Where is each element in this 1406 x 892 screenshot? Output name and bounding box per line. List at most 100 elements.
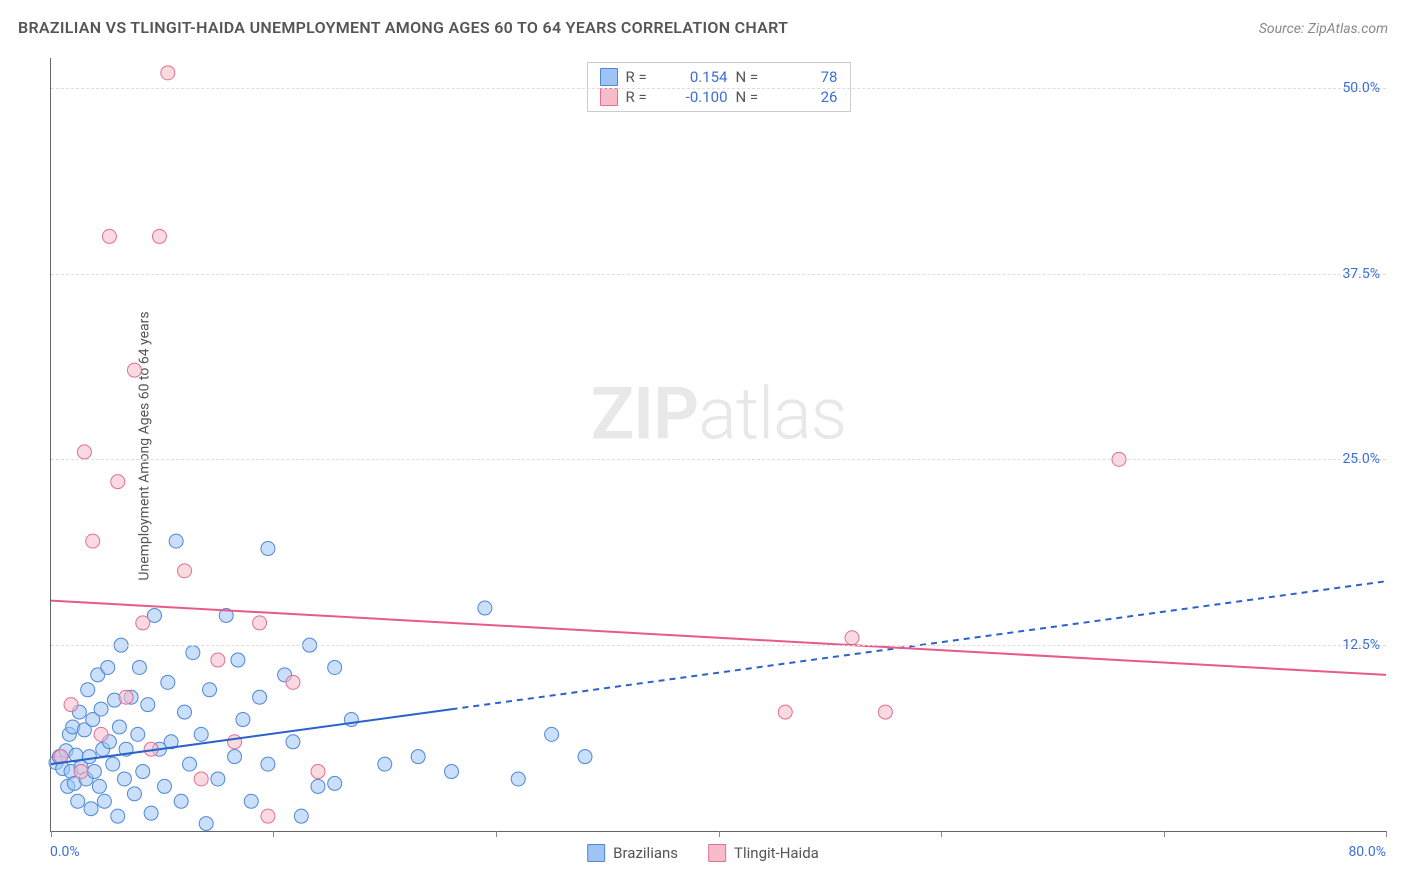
data-point	[211, 772, 225, 786]
trend-line	[51, 601, 1386, 675]
data-point	[161, 66, 175, 80]
data-point	[194, 772, 208, 786]
data-point	[328, 660, 342, 674]
legend-row-tlingit: R = -0.100 N = 26	[600, 87, 838, 107]
data-point	[286, 675, 300, 689]
data-point	[261, 757, 275, 771]
x-tick	[719, 831, 720, 837]
chart-title: BRAZILIAN VS TLINGIT-HAIDA UNEMPLOYMENT …	[18, 18, 788, 37]
data-point	[136, 616, 150, 630]
data-point	[228, 750, 242, 764]
data-point	[878, 705, 892, 719]
data-point	[102, 229, 116, 243]
n-label: N =	[736, 68, 770, 86]
swatch-tlingit	[600, 88, 618, 106]
data-point	[328, 776, 342, 790]
data-point	[81, 683, 95, 697]
data-point	[311, 779, 325, 793]
data-point	[174, 794, 188, 808]
n-label: N =	[736, 88, 770, 106]
x-min-label: 0.0%	[50, 844, 80, 860]
data-point	[294, 809, 308, 823]
legend-label-tlingit: Tlingit-Haida	[734, 844, 819, 862]
x-tick	[273, 831, 274, 837]
gridline	[51, 88, 1386, 89]
data-point	[183, 757, 197, 771]
data-point	[92, 779, 106, 793]
swatch-tlingit	[708, 844, 726, 862]
data-point	[545, 727, 559, 741]
data-point	[178, 564, 192, 578]
data-point	[132, 660, 146, 674]
legend-row-brazilians: R = 0.154 N = 78	[600, 67, 838, 87]
x-max-label: 80.0%	[1348, 844, 1386, 860]
data-point	[127, 787, 141, 801]
chart-svg	[51, 58, 1386, 831]
x-tick	[51, 831, 52, 837]
data-point	[253, 690, 267, 704]
data-point	[97, 794, 111, 808]
data-point	[161, 675, 175, 689]
data-point	[87, 765, 101, 779]
r-label: R =	[626, 68, 660, 86]
data-point	[136, 765, 150, 779]
y-tick-label: 37.5%	[1342, 266, 1380, 282]
data-point	[211, 653, 225, 667]
data-point	[253, 616, 267, 630]
r-value-brazilians: 0.154	[668, 68, 728, 86]
data-point	[82, 750, 96, 764]
data-point	[244, 794, 258, 808]
data-point	[199, 817, 213, 831]
gridline	[51, 645, 1386, 646]
data-point	[157, 779, 171, 793]
x-tick	[1386, 831, 1387, 837]
legend-item-tlingit: Tlingit-Haida	[708, 844, 819, 862]
data-point	[77, 445, 91, 459]
data-point	[578, 750, 592, 764]
data-point	[119, 690, 133, 704]
r-label: R =	[626, 88, 660, 106]
r-value-tlingit: -0.100	[668, 88, 728, 106]
data-point	[286, 735, 300, 749]
data-point	[117, 772, 131, 786]
data-point	[64, 698, 78, 712]
data-point	[178, 705, 192, 719]
data-point	[203, 683, 217, 697]
data-point	[71, 794, 85, 808]
data-point	[378, 757, 392, 771]
data-point	[84, 802, 98, 816]
data-point	[169, 534, 183, 548]
y-tick-label: 12.5%	[1342, 637, 1380, 653]
x-tick	[1164, 831, 1165, 837]
data-point	[186, 646, 200, 660]
data-point	[478, 601, 492, 615]
n-value-tlingit: 26	[778, 88, 838, 106]
data-point	[511, 772, 525, 786]
data-point	[86, 534, 100, 548]
n-value-brazilians: 78	[778, 68, 838, 86]
swatch-brazilians	[587, 844, 605, 862]
legend-series: Brazilians Tlingit-Haida	[587, 844, 819, 862]
gridline	[51, 274, 1386, 275]
plot-area: ZIPatlas R = 0.154 N = 78 R = -0.100 N =…	[50, 58, 1386, 832]
data-point	[101, 660, 115, 674]
data-point	[445, 765, 459, 779]
data-point	[106, 757, 120, 771]
legend-label-brazilians: Brazilians	[613, 844, 678, 862]
x-tick	[941, 831, 942, 837]
data-point	[74, 765, 88, 779]
data-point	[311, 765, 325, 779]
data-point	[111, 809, 125, 823]
data-point	[152, 229, 166, 243]
y-tick-label: 50.0%	[1342, 80, 1380, 96]
data-point	[194, 727, 208, 741]
data-point	[127, 363, 141, 377]
data-point	[231, 653, 245, 667]
data-point	[141, 698, 155, 712]
data-point	[261, 542, 275, 556]
data-point	[94, 727, 108, 741]
gridline	[51, 459, 1386, 460]
data-point	[111, 475, 125, 489]
source-label: Source: ZipAtlas.com	[1259, 21, 1388, 37]
x-tick	[496, 831, 497, 837]
